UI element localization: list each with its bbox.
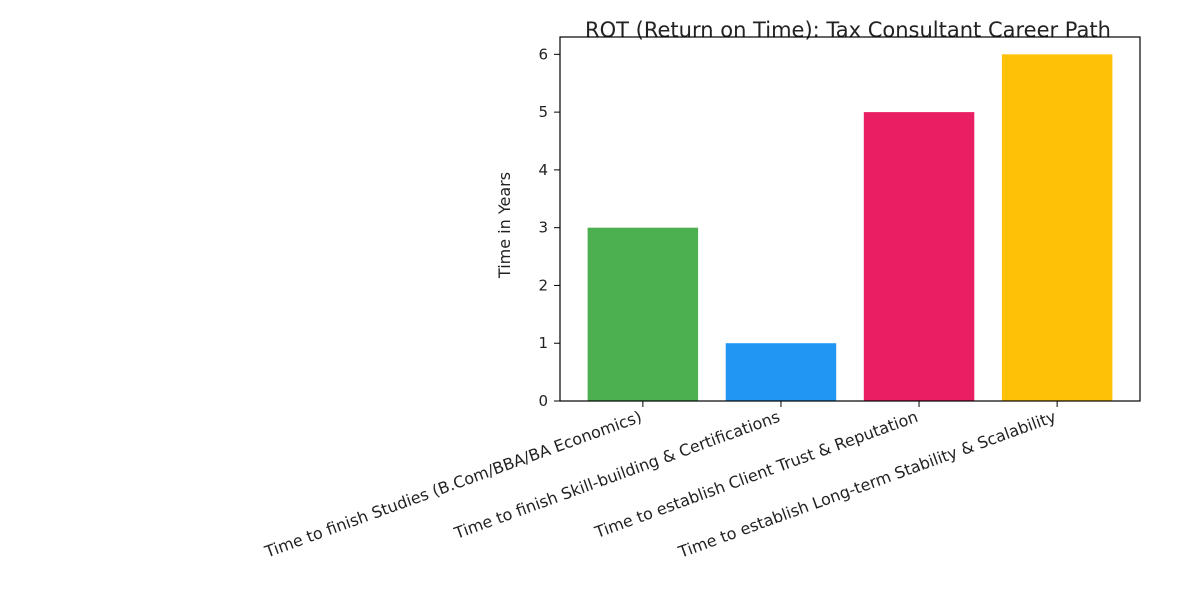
bar-4 xyxy=(1001,54,1113,401)
chart-title: ROT (Return on Time): Tax Consultant Car… xyxy=(585,18,1111,42)
y-axis-ticks: 0 1 2 3 4 5 6 xyxy=(538,45,560,410)
bar-3 xyxy=(863,112,975,402)
bar-2 xyxy=(725,343,837,401)
x-axis-ticks: Time to finish Studies (B.Com/BBA/BA Eco… xyxy=(261,401,1059,562)
y-tick-label-5: 5 xyxy=(538,103,548,121)
y-tick-label-4: 4 xyxy=(538,161,548,179)
y-tick-label-3: 3 xyxy=(538,219,548,237)
plot-frame xyxy=(559,36,1141,402)
y-tick-label-2: 2 xyxy=(538,276,548,294)
y-tick-label-6: 6 xyxy=(538,45,548,63)
bars-layer xyxy=(587,54,1113,402)
y-tick-label-1: 1 xyxy=(538,334,548,352)
y-axis-label: Time in Years xyxy=(495,172,514,279)
bar-1 xyxy=(587,227,699,401)
y-tick-label-0: 0 xyxy=(538,392,548,410)
